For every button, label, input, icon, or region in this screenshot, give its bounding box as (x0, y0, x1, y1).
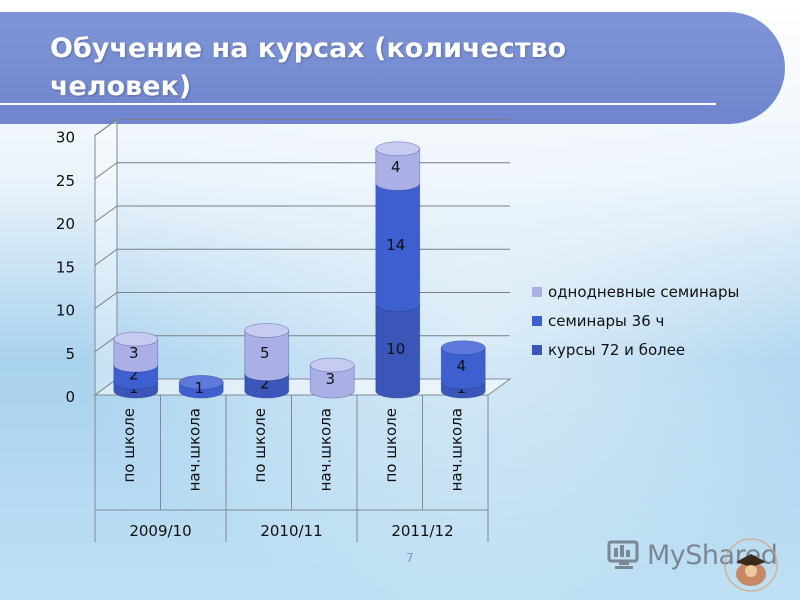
legend-label: однодневные семинары (548, 283, 739, 301)
gridline (94, 248, 510, 266)
gridline (94, 292, 510, 309)
data-label: 2 (260, 374, 270, 392)
bar-segment (375, 183, 421, 312)
gridline (94, 119, 510, 136)
data-label: 2 (129, 366, 139, 384)
bar-top (440, 340, 486, 356)
page-number: 7 (406, 551, 414, 565)
seal-icon (724, 538, 778, 592)
category-label: нач.школа (316, 408, 334, 491)
title-band (0, 12, 785, 124)
bar-segment (244, 330, 290, 382)
y-tick-label: 15 (56, 258, 75, 276)
data-label: 14 (386, 236, 405, 254)
title-underline (0, 103, 716, 105)
bar-segment (113, 364, 159, 390)
bar-segment (375, 148, 421, 191)
group-label: 2010/11 (260, 522, 322, 540)
category-label: по школе (120, 408, 138, 483)
category-label: по школе (382, 408, 400, 483)
legend-swatch (532, 316, 542, 326)
bar-top (309, 357, 355, 373)
y-tick-label: 30 (56, 129, 75, 147)
data-label: 3 (129, 344, 139, 362)
category-label: нач.школа (185, 408, 203, 491)
group-label: 2011/12 (391, 522, 453, 540)
data-label: 10 (386, 340, 405, 358)
y-tick-label: 5 (65, 345, 75, 363)
legend-swatch (532, 287, 542, 297)
legend-label: семинары 36 ч (548, 312, 664, 330)
bar-segment (375, 304, 421, 399)
bar-top (244, 323, 290, 338)
data-label: 4 (456, 357, 466, 375)
gridline (94, 205, 510, 223)
y-tick-label: 20 (56, 215, 75, 233)
data-label: 5 (260, 344, 270, 362)
category-label: нач.школа (447, 408, 465, 491)
slide-title: Обучение на курсах (количество человек) (50, 33, 567, 102)
bar-top (375, 141, 421, 157)
group-label: 2009/10 (129, 522, 191, 540)
y-tick-label: 25 (56, 172, 75, 190)
data-label: 1 (194, 379, 204, 397)
gridline (94, 162, 510, 180)
data-label: 4 (391, 158, 401, 176)
bar-segment (244, 373, 290, 399)
data-label: 3 (325, 370, 335, 388)
bar-top (113, 331, 159, 347)
y-tick-label: 0 (65, 388, 75, 406)
legend-swatch (532, 345, 542, 355)
monitor-icon (607, 540, 639, 569)
bar-segment (309, 364, 355, 399)
bar-segment (440, 347, 486, 390)
category-label: по школе (251, 408, 269, 483)
y-tick-label: 10 (56, 302, 75, 320)
watermark: MyShared (607, 536, 797, 596)
bar-segment (113, 338, 159, 373)
legend-label: курсы 72 и более (548, 341, 685, 359)
bar-top (178, 374, 224, 390)
